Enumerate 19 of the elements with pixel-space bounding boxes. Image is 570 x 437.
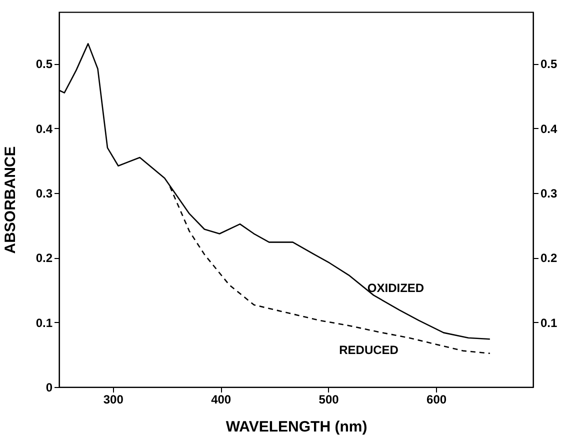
y2-tick-label: 0.4 xyxy=(540,122,558,136)
x-tick-label: 300 xyxy=(103,392,124,406)
annotation: OXIDIZED xyxy=(367,281,424,296)
x-tick-label: 600 xyxy=(426,392,447,406)
y-tick-label: 0.2 xyxy=(36,251,53,266)
y-tick-label: 0.4 xyxy=(36,122,53,136)
y2-tick-label: 0.1 xyxy=(540,316,558,330)
x-tick-label: 400 xyxy=(211,392,232,406)
x-axis-title: WAVELENGTH (nm) xyxy=(226,418,368,436)
y-tick-label: 0.3 xyxy=(36,186,53,201)
y2-tick-label: 0.2 xyxy=(540,251,558,266)
y-axis-title: ABSORBANCE xyxy=(2,146,19,254)
y-tick-label: 0.1 xyxy=(36,316,53,330)
x-tick-label: 500 xyxy=(318,392,340,406)
y2-tick-label: 0.5 xyxy=(540,57,558,72)
y-tick-label: 0 xyxy=(46,380,53,394)
annotation: REDUCED xyxy=(339,343,399,358)
y-tick-label: 0.5 xyxy=(36,57,53,72)
y2-tick-label: 0.3 xyxy=(540,186,558,201)
